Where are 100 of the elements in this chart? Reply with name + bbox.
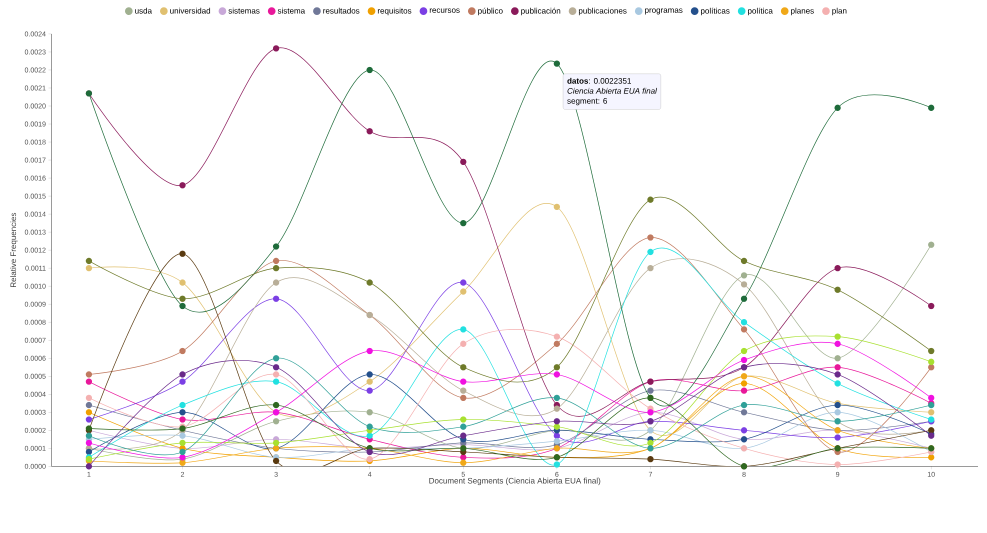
point — [740, 348, 748, 354]
point — [86, 432, 92, 439]
point — [272, 402, 280, 408]
legend-label: usda — [135, 8, 152, 14]
point — [272, 45, 280, 52]
legend-label: requisitos — [378, 8, 412, 16]
point — [834, 371, 841, 378]
legend-label: publicación — [521, 8, 560, 16]
point — [366, 66, 373, 74]
point — [740, 272, 748, 279]
point — [460, 416, 466, 423]
point — [834, 286, 841, 293]
point — [366, 348, 373, 354]
point — [86, 409, 92, 416]
point — [740, 319, 748, 326]
point — [366, 424, 373, 430]
point — [86, 394, 92, 402]
point — [554, 204, 560, 210]
point — [460, 424, 466, 430]
point — [460, 158, 466, 166]
legend-label: planes — [791, 8, 814, 16]
point — [554, 371, 560, 378]
point — [179, 279, 186, 286]
point — [179, 250, 186, 257]
point — [834, 461, 841, 468]
legend-label: plan — [832, 8, 846, 16]
point — [460, 326, 466, 333]
point — [272, 378, 280, 385]
point — [740, 402, 748, 408]
point — [647, 248, 654, 256]
point — [272, 364, 280, 370]
point — [460, 388, 466, 394]
x-axis-title: Document Segments (Ciencia Abierta EUA final) — [429, 478, 600, 486]
point — [460, 340, 466, 347]
point — [272, 440, 280, 446]
point — [179, 302, 186, 310]
point — [834, 380, 841, 387]
point — [179, 348, 186, 354]
point — [554, 333, 560, 340]
point — [272, 279, 280, 286]
point — [179, 296, 186, 302]
point — [834, 333, 841, 340]
point — [86, 258, 92, 264]
point — [647, 196, 654, 203]
point — [86, 463, 92, 470]
point — [366, 279, 373, 286]
point — [460, 364, 466, 370]
point — [647, 234, 654, 241]
legend-label: sistemas — [228, 8, 260, 14]
point — [86, 440, 92, 446]
point — [272, 265, 280, 272]
point — [86, 378, 92, 385]
point — [366, 371, 373, 378]
point — [460, 378, 466, 385]
point — [86, 402, 92, 408]
point — [272, 243, 280, 250]
point — [554, 424, 560, 430]
legend-label: programas — [645, 8, 683, 14]
point — [928, 394, 934, 402]
point — [272, 458, 280, 464]
point — [834, 265, 841, 272]
point — [460, 288, 466, 295]
point — [179, 448, 186, 456]
point — [272, 355, 280, 362]
legend-label: universidad — [170, 8, 210, 14]
annotation: datos: 0.0022351 — [567, 78, 631, 84]
point — [647, 388, 654, 394]
point — [460, 220, 466, 226]
point — [179, 460, 186, 466]
point — [834, 104, 841, 111]
point — [554, 461, 560, 468]
point — [834, 409, 841, 416]
point — [554, 406, 560, 412]
point — [179, 402, 186, 408]
point — [179, 440, 186, 446]
point — [554, 438, 560, 444]
point — [179, 371, 186, 378]
point — [554, 418, 560, 424]
point — [928, 364, 934, 370]
legend-label: resultados — [323, 8, 360, 14]
point — [179, 409, 186, 416]
point — [740, 380, 748, 387]
point — [366, 409, 373, 416]
legend-label: sistema — [278, 8, 306, 14]
point — [740, 356, 748, 364]
point — [366, 378, 373, 385]
point — [647, 456, 654, 462]
point — [460, 279, 466, 286]
point — [86, 265, 92, 272]
legend-label: política — [748, 8, 773, 16]
point — [740, 427, 748, 434]
point — [179, 432, 186, 439]
point — [928, 409, 934, 416]
point — [647, 265, 654, 272]
point — [86, 416, 92, 423]
legend-label: publicaciones — [578, 8, 627, 16]
point — [179, 416, 186, 423]
point — [86, 371, 92, 378]
point — [834, 340, 841, 347]
point — [928, 348, 934, 354]
